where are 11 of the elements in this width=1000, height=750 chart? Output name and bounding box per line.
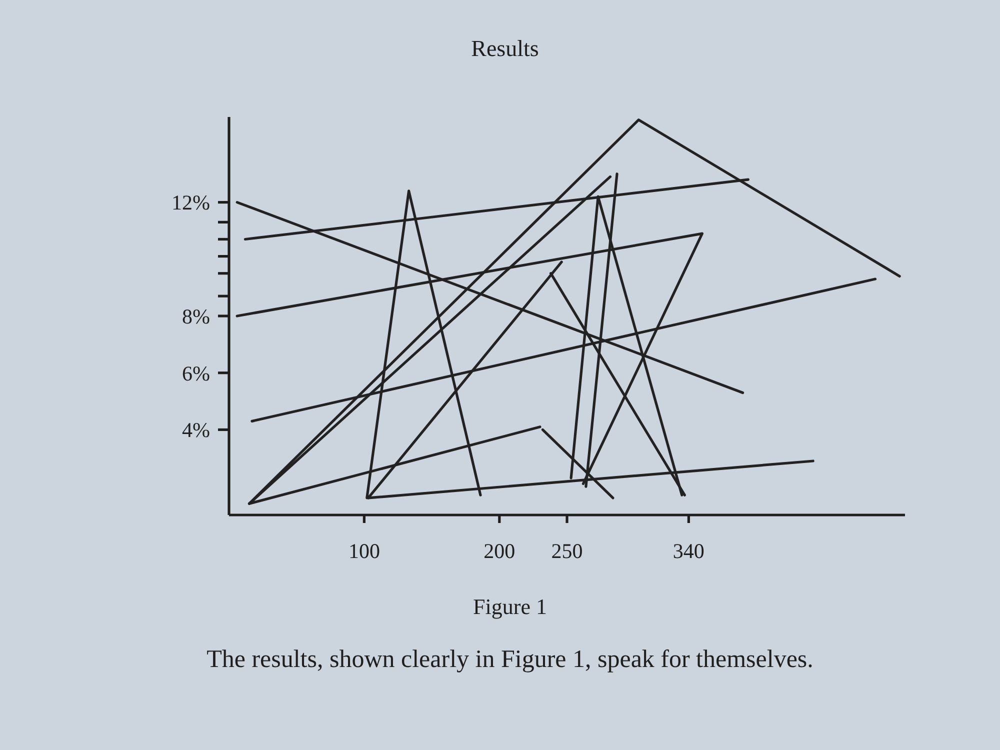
y-tick-label: 6% xyxy=(182,361,210,386)
x-tick-label: 200 xyxy=(484,538,516,563)
x-tick-label: 340 xyxy=(672,538,704,563)
y-tick-label: 4% xyxy=(182,418,210,442)
y-tick-label: 12% xyxy=(172,190,210,215)
text: The results, shown clearly in Figure 1, speak for themselves. xyxy=(206,646,814,674)
x-tick-label: 250 xyxy=(551,538,583,563)
x-tick-label: 100 xyxy=(348,538,380,563)
caption: Figure 1 xyxy=(473,594,547,620)
chart-title: Results xyxy=(470,36,540,62)
y-tick-label: 8% xyxy=(182,304,210,328)
